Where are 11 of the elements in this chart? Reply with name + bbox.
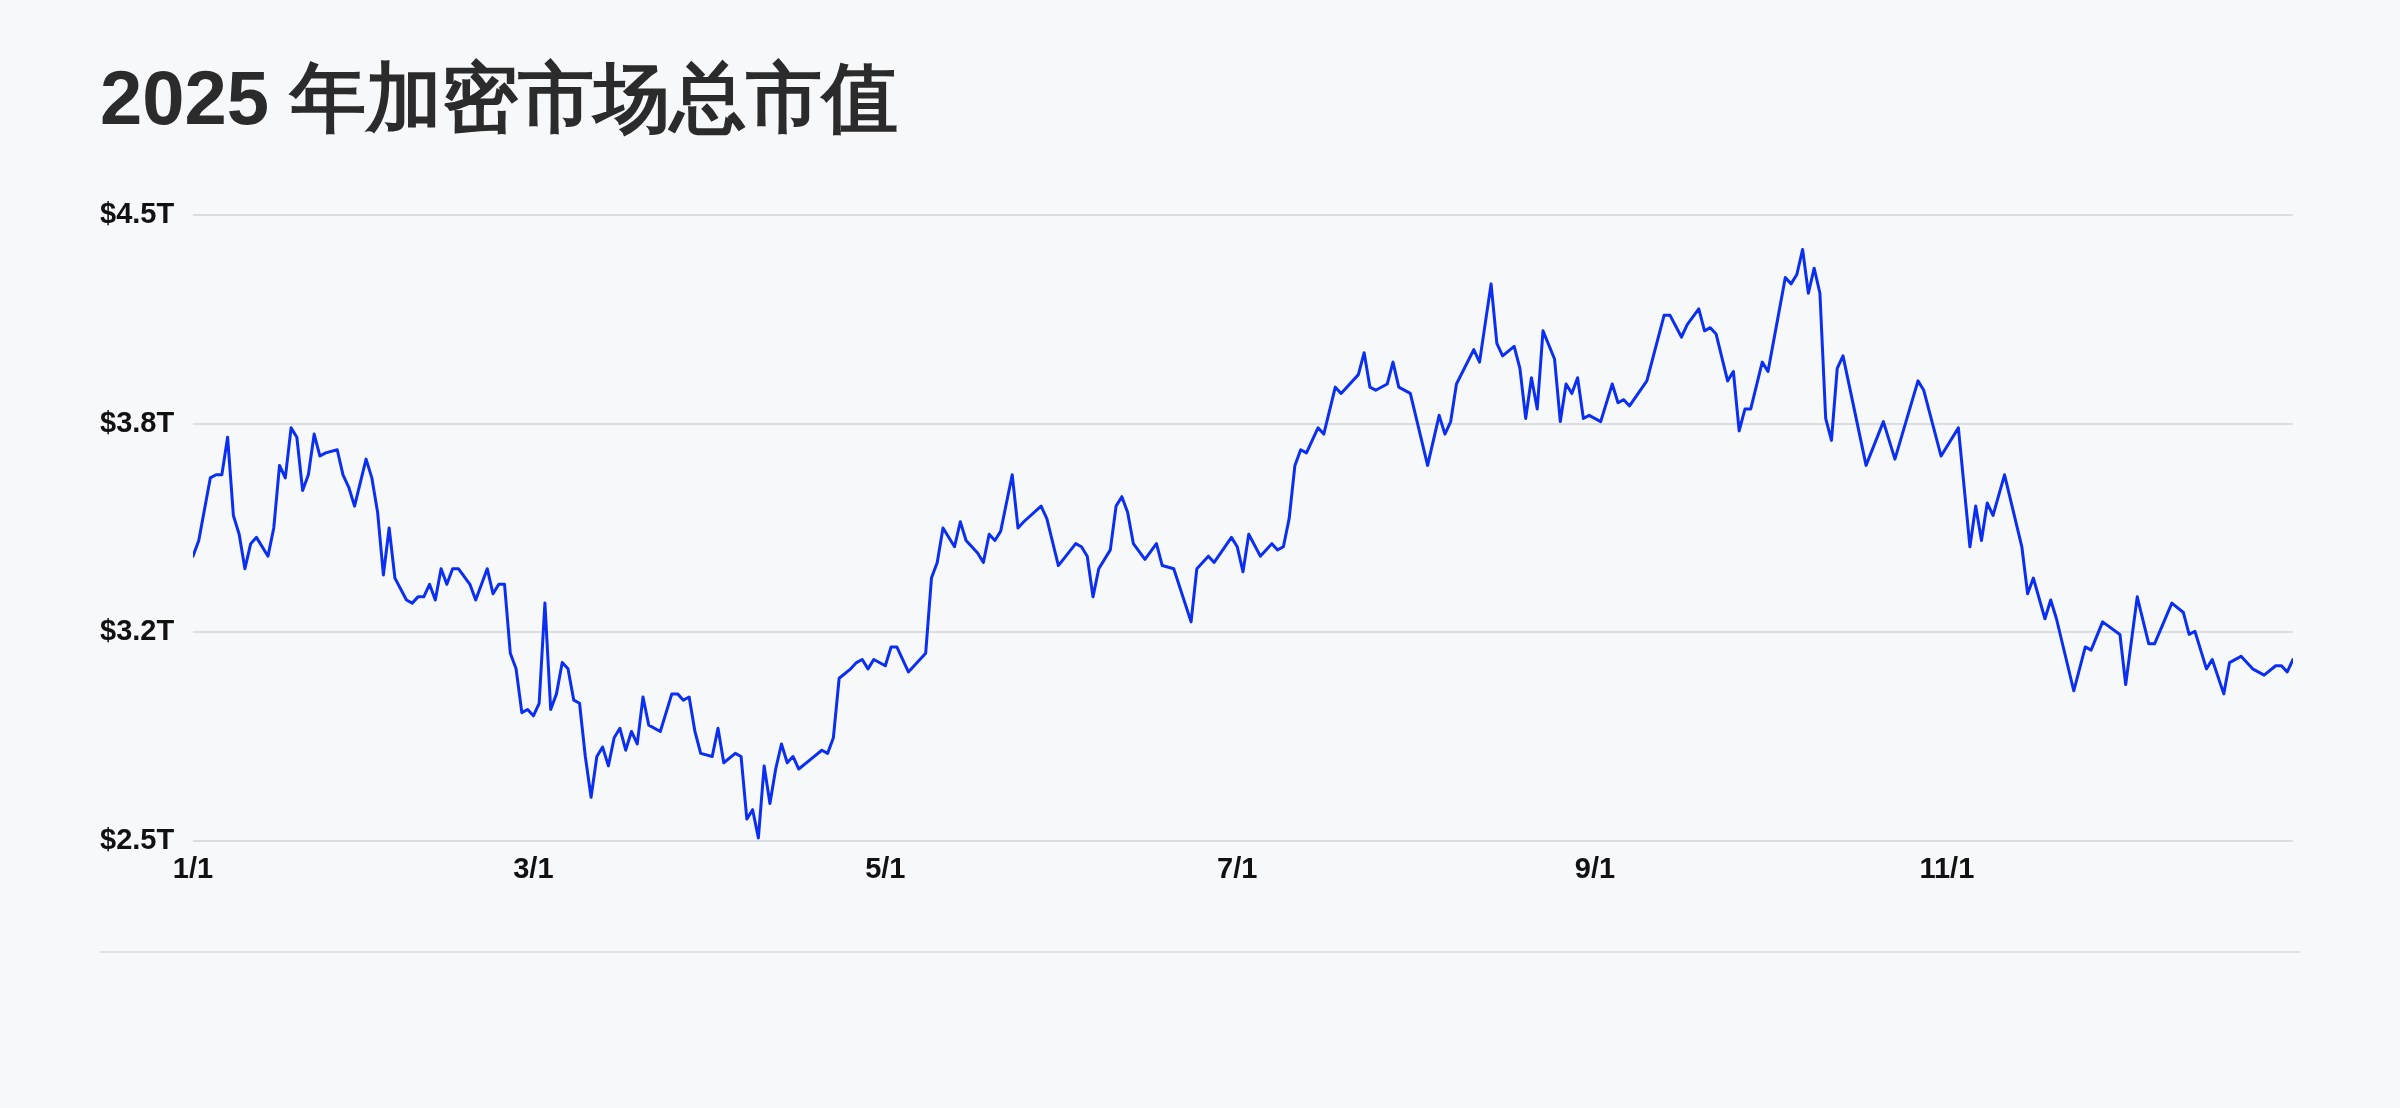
x-tick-label: 9/1 xyxy=(1574,852,1616,885)
y-tick-label: $3.2T xyxy=(100,614,175,647)
chart-title: 2025 年加密市场总市值 xyxy=(100,55,899,140)
x-tick-label: 11/1 xyxy=(1919,852,1975,885)
y-tick-label: $3.8T xyxy=(100,405,175,438)
x-tick-label: 7/1 xyxy=(1217,852,1258,885)
x-tick-label: 1/1 xyxy=(172,852,214,885)
x-tick-label: 3/1 xyxy=(513,852,554,885)
y-tick-label: $4.5T xyxy=(100,197,175,229)
x-tick-label: 5/1 xyxy=(865,852,906,885)
y-tick-label: $2.5T xyxy=(100,823,175,855)
